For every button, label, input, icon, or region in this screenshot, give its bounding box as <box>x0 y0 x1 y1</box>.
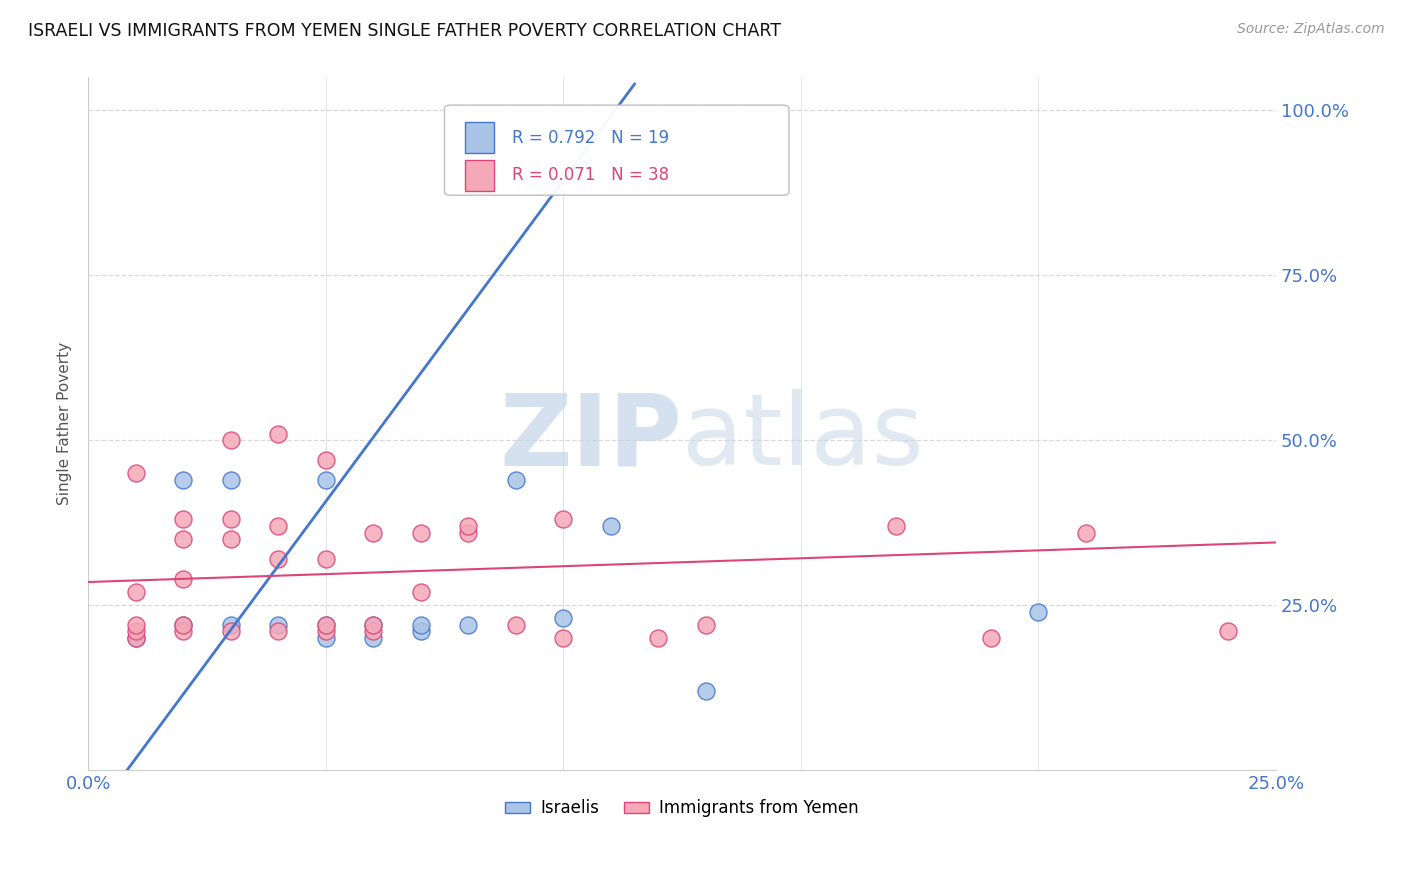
Point <box>884 519 907 533</box>
Legend: Israelis, Immigrants from Yemen: Israelis, Immigrants from Yemen <box>499 793 866 824</box>
Point <box>315 552 337 566</box>
Point <box>219 434 242 448</box>
Point <box>219 532 242 546</box>
Point <box>1028 605 1050 619</box>
Point <box>315 453 337 467</box>
Text: ZIP: ZIP <box>499 389 682 486</box>
Text: R = 0.792   N = 19: R = 0.792 N = 19 <box>512 128 669 146</box>
Point <box>267 618 290 632</box>
Text: atlas: atlas <box>682 389 924 486</box>
Point <box>505 618 527 632</box>
Point <box>361 525 384 540</box>
Point <box>409 618 432 632</box>
Point <box>315 618 337 632</box>
Point <box>361 618 384 632</box>
Point <box>361 618 384 632</box>
Point <box>124 631 146 645</box>
Point <box>172 512 194 526</box>
Point <box>695 683 717 698</box>
Point <box>409 585 432 599</box>
Point <box>172 532 194 546</box>
Point <box>409 624 432 639</box>
Point <box>457 618 479 632</box>
Point <box>647 631 669 645</box>
Point <box>1074 525 1097 540</box>
Point <box>219 473 242 487</box>
Point <box>267 426 290 441</box>
Bar <box>465 122 495 153</box>
Y-axis label: Single Father Poverty: Single Father Poverty <box>58 343 72 505</box>
Point <box>124 466 146 480</box>
Point <box>553 512 575 526</box>
Text: ISRAELI VS IMMIGRANTS FROM YEMEN SINGLE FATHER POVERTY CORRELATION CHART: ISRAELI VS IMMIGRANTS FROM YEMEN SINGLE … <box>28 22 782 40</box>
Point <box>267 624 290 639</box>
Point <box>219 624 242 639</box>
Point <box>1218 624 1240 639</box>
Point <box>315 618 337 632</box>
Point <box>695 618 717 632</box>
Point <box>553 631 575 645</box>
Point <box>219 512 242 526</box>
Text: R = 0.071   N = 38: R = 0.071 N = 38 <box>512 166 669 184</box>
Point <box>124 585 146 599</box>
Point <box>361 631 384 645</box>
Point <box>172 624 194 639</box>
Point <box>457 519 479 533</box>
Point <box>124 624 146 639</box>
Point <box>315 631 337 645</box>
Text: Source: ZipAtlas.com: Source: ZipAtlas.com <box>1237 22 1385 37</box>
Point <box>172 618 194 632</box>
Point <box>267 519 290 533</box>
Point <box>124 631 146 645</box>
Point <box>267 552 290 566</box>
Point <box>315 624 337 639</box>
Point <box>315 473 337 487</box>
Point <box>553 611 575 625</box>
Point <box>172 572 194 586</box>
Point <box>124 618 146 632</box>
Point <box>361 624 384 639</box>
Point <box>409 525 432 540</box>
Point <box>980 631 1002 645</box>
Point <box>172 473 194 487</box>
FancyBboxPatch shape <box>444 105 789 195</box>
Point <box>219 618 242 632</box>
Point <box>599 519 621 533</box>
Point <box>172 618 194 632</box>
Point <box>505 473 527 487</box>
Bar <box>465 160 495 191</box>
Point <box>457 525 479 540</box>
